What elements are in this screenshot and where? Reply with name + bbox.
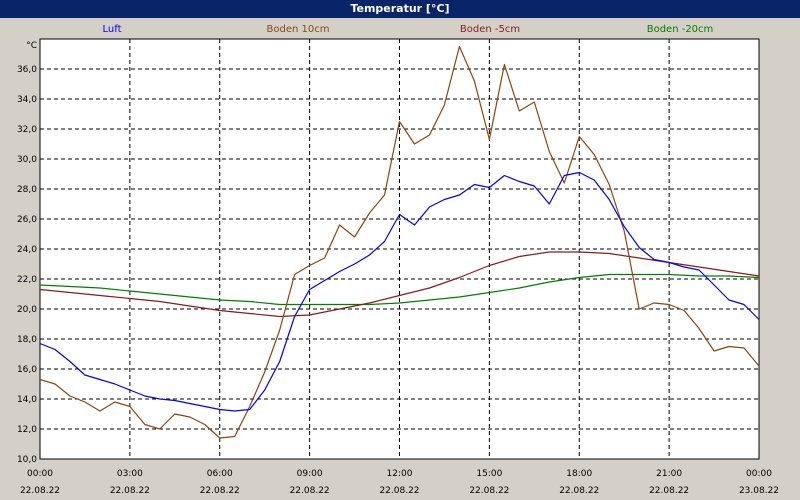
x-tick-time: 00:00 xyxy=(27,469,53,479)
x-tick-date: 22.08.22 xyxy=(469,486,509,496)
chart-legend: Luft Boden 10cm Boden -5cm Boden -20cm xyxy=(0,18,800,38)
x-tick-date: 22.08.22 xyxy=(20,486,60,496)
y-tick-label: 20,0 xyxy=(17,305,37,315)
x-tick-date: 22.08.22 xyxy=(649,486,689,496)
y-tick-label: 34,0 xyxy=(17,95,37,105)
series-line-boden-5cm xyxy=(39,251,760,318)
y-tick-label: 28,0 xyxy=(17,185,37,195)
legend-boden-minus-5cm: Boden -5cm xyxy=(459,24,521,35)
x-tick-time: 06:00 xyxy=(207,469,233,479)
x-tick-date: 22.08.22 xyxy=(200,486,240,496)
legend-luft: Luft xyxy=(102,24,122,35)
x-tick-date: 22.08.22 xyxy=(290,486,330,496)
series-line-luft xyxy=(39,171,760,412)
y-tick-label: 26,0 xyxy=(17,215,37,225)
series-line-boden-10cm xyxy=(39,45,760,439)
y-tick-label: 36,0 xyxy=(17,65,37,75)
x-tick-time: 00:00 xyxy=(746,469,772,479)
x-tick-time: 21:00 xyxy=(656,469,682,479)
y-tick-label: 32,0 xyxy=(17,125,37,135)
series-line-boden-20cm xyxy=(39,273,760,306)
y-tick-label: 14,0 xyxy=(17,395,37,405)
x-tick-date: 23.08.22 xyxy=(739,486,779,496)
x-tick-time: 18:00 xyxy=(566,469,592,479)
legend-boden-10cm: Boden 10cm xyxy=(266,24,330,35)
y-tick-label: 30,0 xyxy=(17,155,37,165)
x-tick-date: 22.08.22 xyxy=(559,486,599,496)
y-tick-label: 12,0 xyxy=(17,425,37,435)
y-tick-label: 22,0 xyxy=(17,275,37,285)
x-tick-date: 22.08.22 xyxy=(110,486,150,496)
x-tick-time: 15:00 xyxy=(476,469,502,479)
y-tick-label: 18,0 xyxy=(17,335,37,345)
chart-title: Temperatur [°C] xyxy=(0,0,800,18)
legend-boden-minus-20cm: Boden -20cm xyxy=(646,24,714,35)
y-tick-label: 16,0 xyxy=(17,365,37,375)
y-unit-label: °C xyxy=(26,41,37,51)
x-tick-date: 22.08.22 xyxy=(379,486,419,496)
x-tick-time: 03:00 xyxy=(117,469,143,479)
x-tick-time: 12:00 xyxy=(387,469,413,479)
x-tick-time: 09:00 xyxy=(297,469,323,479)
y-tick-label: 24,0 xyxy=(17,245,37,255)
y-tick-label: 10,0 xyxy=(17,455,37,465)
